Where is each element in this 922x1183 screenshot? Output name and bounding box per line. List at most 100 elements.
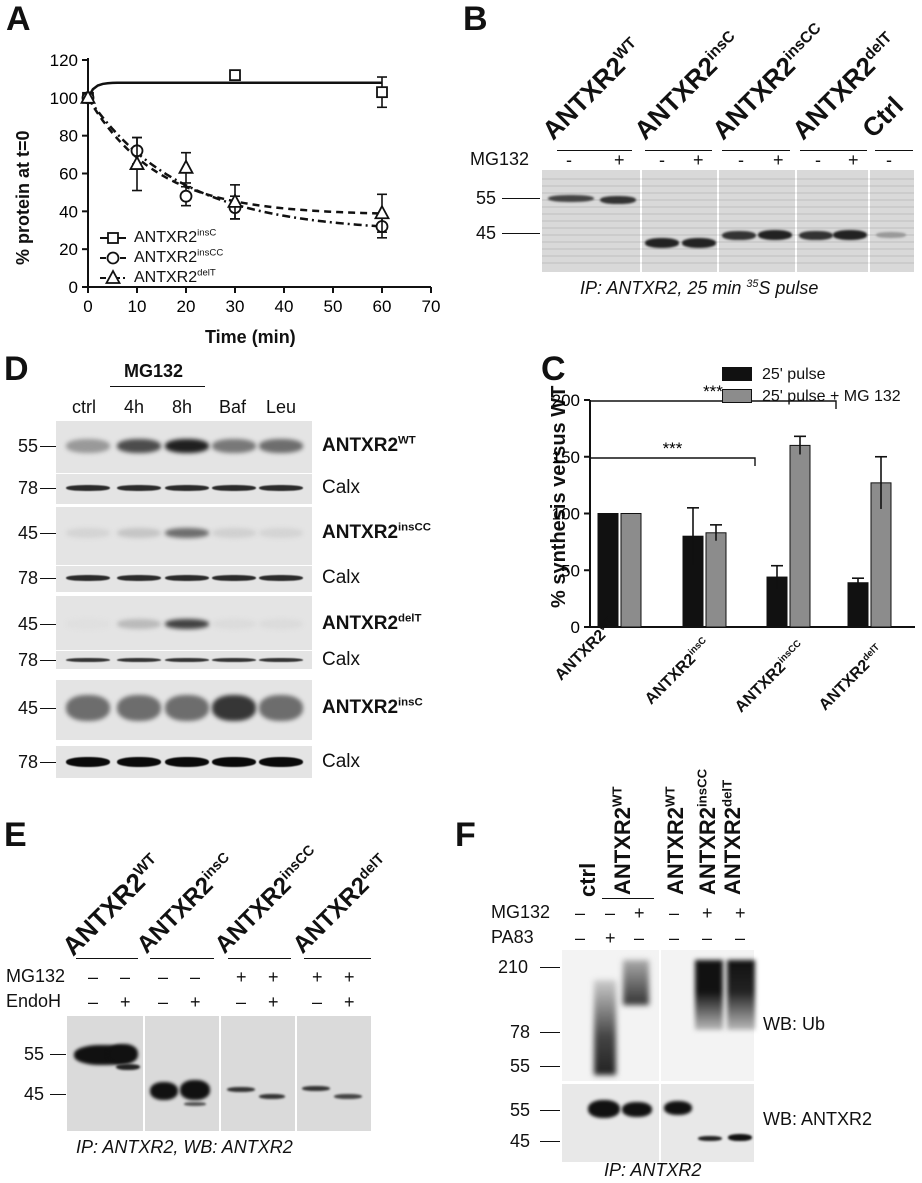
a-xtick-label: 20 (177, 297, 196, 316)
c-ytick-label: 200 (552, 391, 580, 410)
d-marker-tick (40, 660, 56, 661)
d-band (165, 695, 209, 721)
d-band (66, 619, 110, 629)
legend-item-insc: ANTXR2insC (134, 227, 217, 246)
panel-a-xlabel: Time (min) (205, 327, 296, 347)
c-ytick-label: 150 (552, 448, 580, 467)
legend-pulse: 25' pulse (722, 364, 901, 386)
f-band-wt-2 (622, 1102, 652, 1117)
lane-4h: 4h (124, 397, 145, 417)
legend-pulse-swatch (722, 367, 752, 381)
d-band (117, 528, 161, 538)
e-mg-sign: + (312, 967, 323, 987)
a-ytick-label: 100 (50, 89, 78, 108)
e-band-insc-plus (180, 1080, 210, 1100)
c-bar-3-0 (847, 582, 869, 628)
c-sig-delt (589, 400, 837, 409)
f-tick-55b (540, 1110, 560, 1111)
a-legend-marker (106, 251, 120, 265)
b-sign: - (566, 150, 572, 170)
f-smear-wt-pa (594, 980, 616, 1075)
panel-e-letter: E (4, 816, 27, 854)
f-marker-55a: 55 (510, 1056, 531, 1076)
b-stripe (542, 220, 914, 222)
a-xtick-label: 0 (83, 297, 92, 316)
d-label-calx: Calx (322, 751, 361, 772)
d-marker-tick (40, 762, 56, 763)
c-ytick-label: 50 (561, 561, 580, 580)
a-ytick-label: 0 (69, 278, 78, 297)
b-stripe (542, 213, 914, 215)
e-mg-sign: + (236, 967, 247, 987)
f-tick-78 (540, 1032, 560, 1033)
e-endo-sign: + (268, 992, 279, 1012)
d-construct-base: ANTXR2 (322, 613, 399, 634)
d-label-calx: Calx (322, 477, 361, 498)
f-mg-sign: – (669, 903, 680, 923)
d-band (117, 695, 161, 721)
b-stripe (542, 241, 914, 243)
b-band-insc-plus (682, 238, 716, 248)
a-point-ANTXR2delT (128, 155, 146, 170)
panel-f-mg132: MG132 (491, 902, 551, 922)
d-construct-sup: WT (398, 434, 416, 447)
b-divider (717, 170, 719, 272)
f-band-wt-3 (664, 1101, 692, 1115)
e-mg-sign: – (190, 967, 201, 987)
f-smear-wt-mg (623, 960, 649, 1005)
f-pa-sign: – (702, 928, 713, 948)
f-marker-45: 45 (510, 1131, 531, 1151)
d-marker: 45 (18, 614, 39, 634)
d-label-construct: ANTXR2WT (322, 435, 416, 457)
c-bar-1-1 (705, 532, 727, 628)
c-bar-2-1 (789, 444, 811, 628)
d-marker: 45 (18, 523, 39, 543)
legend-mg132-swatch (722, 389, 752, 403)
d-marker: 78 (18, 568, 39, 588)
e-mg-sign: + (344, 967, 355, 987)
b-divider (868, 170, 870, 272)
f-marker-210: 210 (498, 957, 529, 977)
d-band (212, 439, 256, 453)
a-point-ANTXR2delT (79, 88, 97, 104)
c-ytick-label: 0 (571, 618, 580, 637)
panel-b-letter: B (463, 0, 488, 38)
d-marker: 55 (18, 436, 39, 456)
b-stripe (542, 178, 914, 180)
a-point-ANTXR2insC (229, 69, 241, 82)
b-stripe (542, 206, 914, 208)
f-gel-bottom (562, 1084, 754, 1162)
lane-ctrl: ctrl (72, 397, 96, 417)
f-lane-ctrl: ctrl (575, 862, 600, 897)
b-band-insc-minus (645, 238, 679, 248)
panel-e-caption: IP: ANTXR2, WB: ANTXR2 (76, 1137, 293, 1157)
d-band (259, 439, 303, 453)
marker-55-tick (502, 198, 540, 199)
a-xtick-label: 10 (128, 297, 147, 316)
a-ytick-label: 60 (59, 165, 78, 184)
legend-mg132: 25' pulse + MG 132 (722, 386, 901, 408)
e-endo-sign: – (88, 992, 99, 1012)
d-band (259, 528, 303, 538)
e-band-delt-plus (334, 1094, 362, 1099)
d-label-construct: ANTXR2insCC (322, 522, 431, 544)
c-sig-delt-label: *** (703, 382, 723, 401)
d-marker: 78 (18, 752, 39, 772)
panel-a-letter: A (6, 0, 31, 38)
panel-b-mg132-label: MG132 (470, 149, 530, 169)
a-legend-marker (104, 269, 122, 284)
d-band (259, 619, 303, 629)
f-tick-55a (540, 1066, 560, 1067)
legend-item-delt: ANTXR2delT (134, 267, 216, 286)
b-stripe (542, 192, 914, 194)
e-band-inscc-minus (227, 1087, 255, 1092)
a-xtick-label: 70 (422, 297, 441, 316)
marker-55: 55 (476, 188, 497, 208)
b-band-wt-plus (600, 196, 636, 204)
d-band (165, 757, 209, 767)
d-marker-tick (40, 624, 56, 625)
d-band (66, 575, 110, 581)
panel-d-letter: D (4, 350, 29, 388)
e-mg-sign: + (268, 967, 279, 987)
b-sign: + (848, 150, 859, 170)
